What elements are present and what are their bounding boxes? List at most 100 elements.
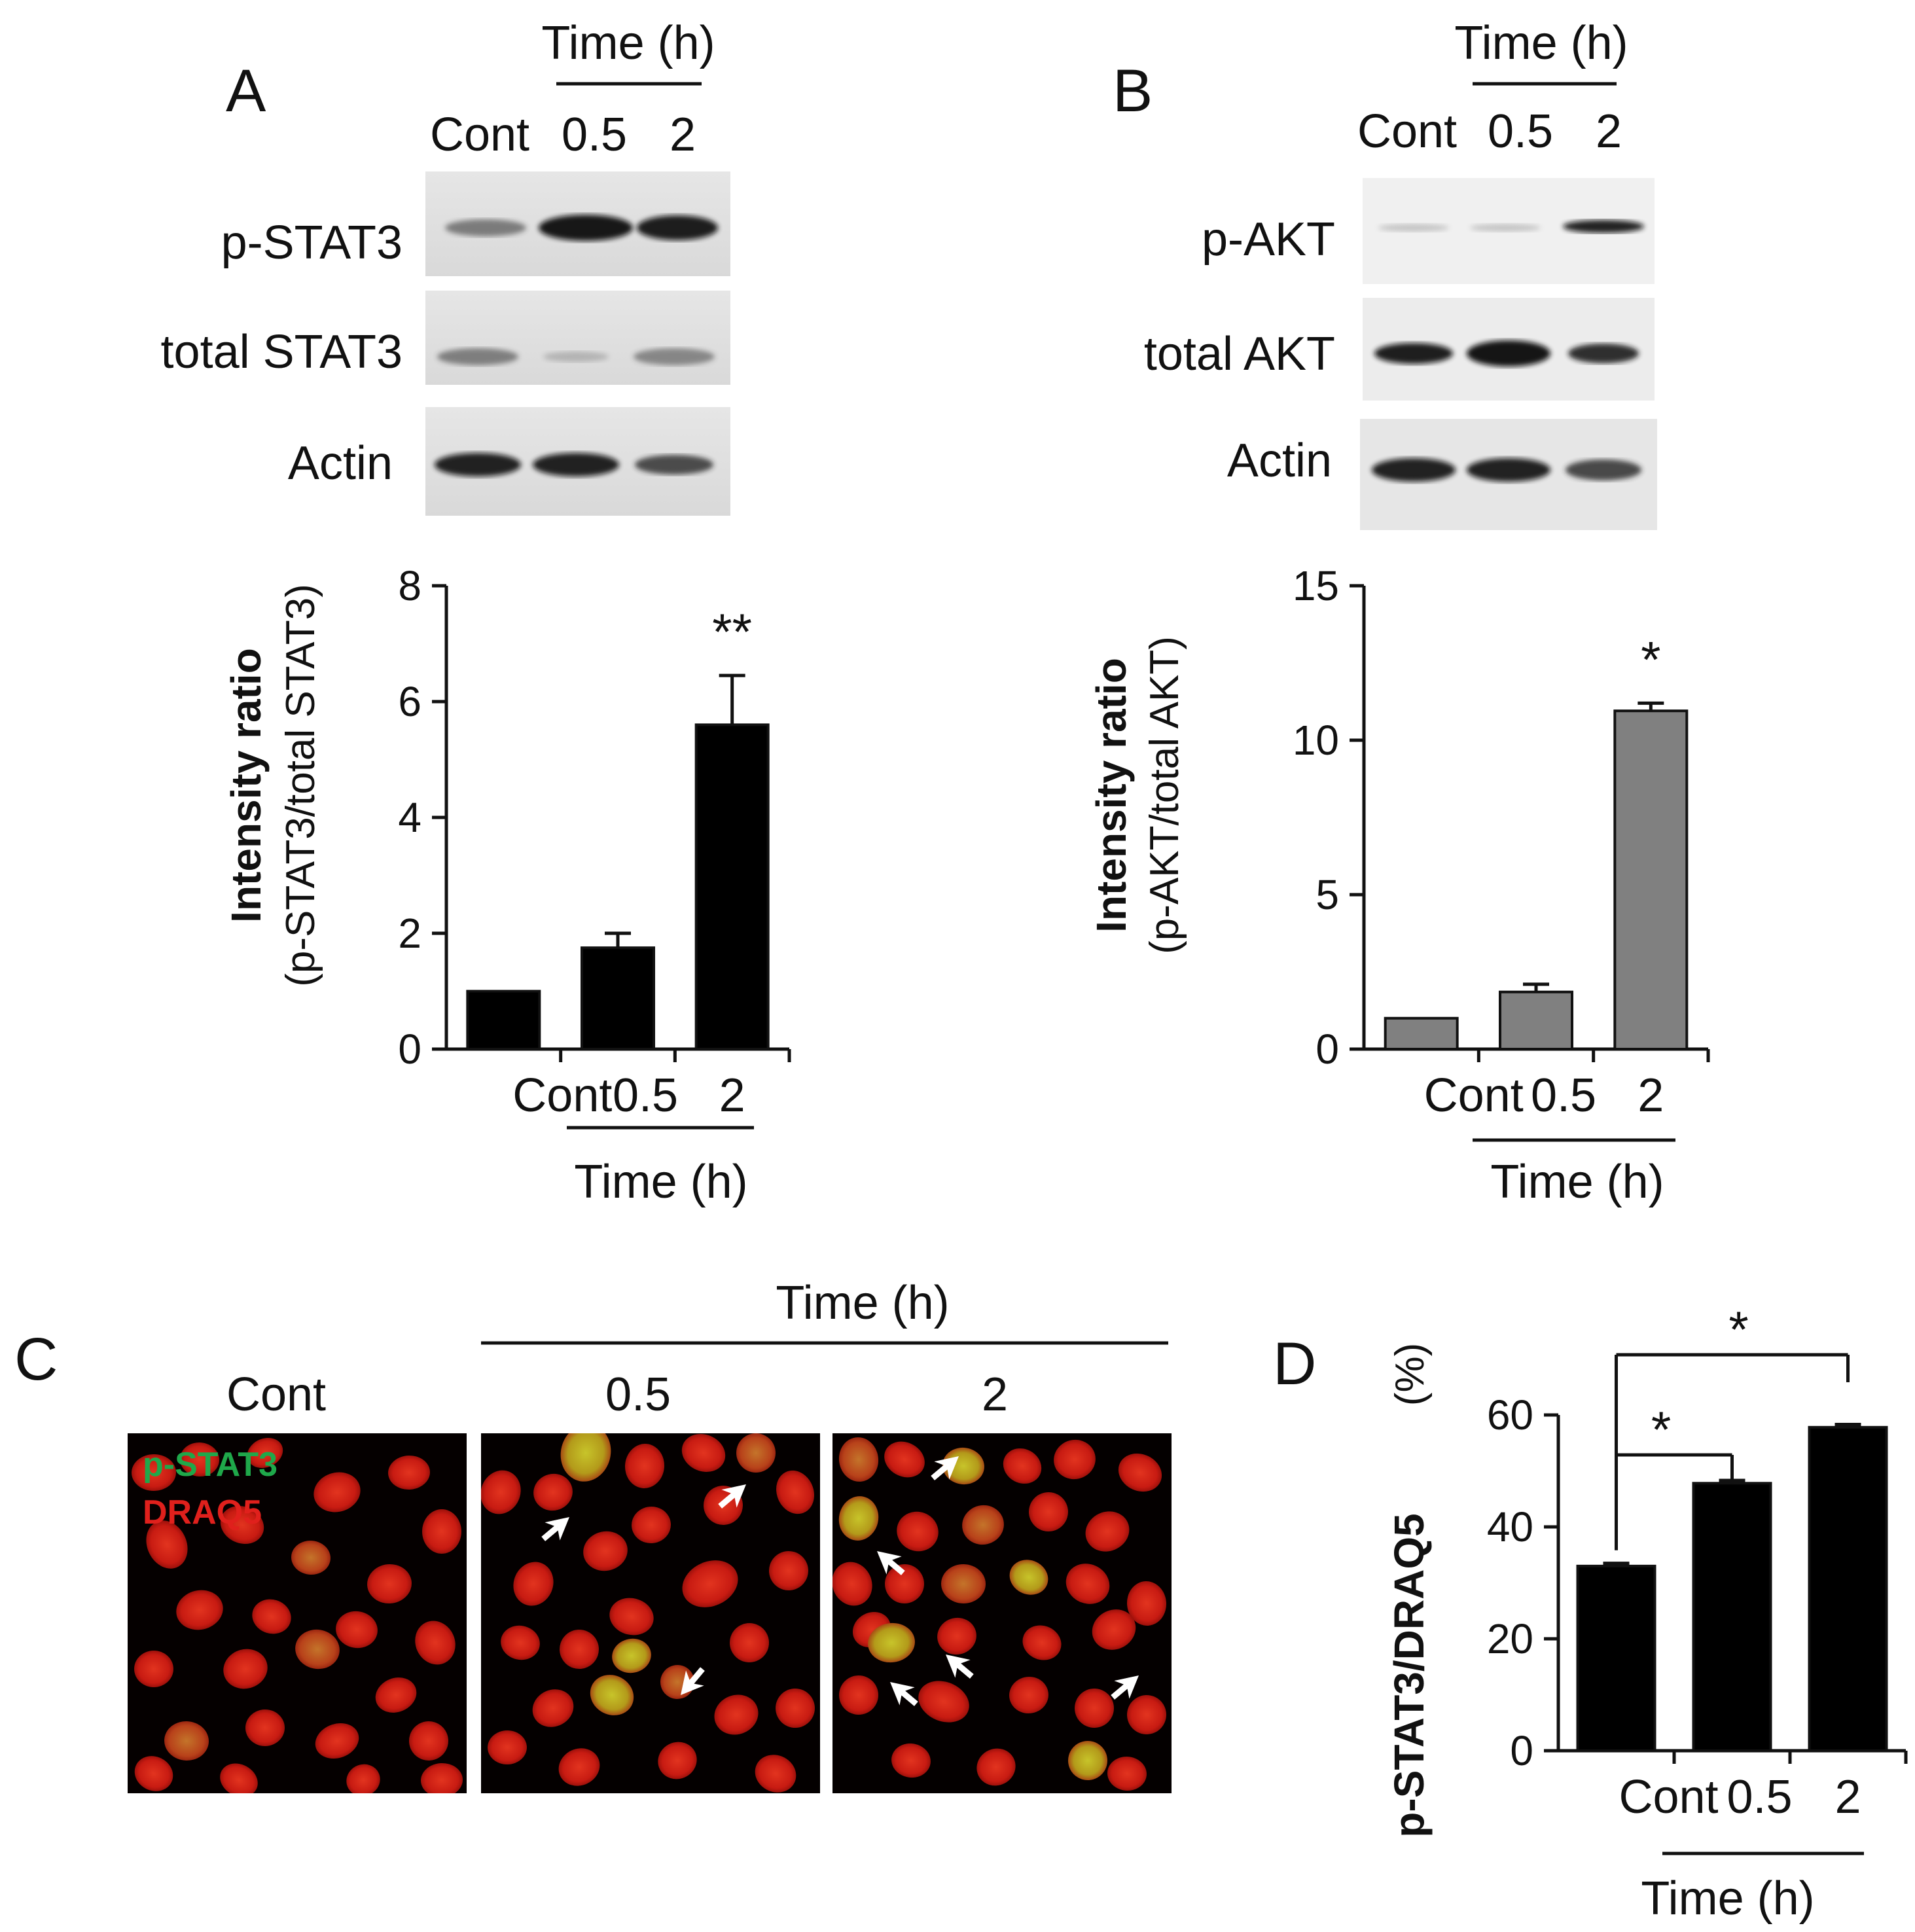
panel-b: B Time (h) Cont 0.5 2 p-AKT total AKT Ac… [1088, 17, 1710, 1208]
nucleus [295, 1629, 340, 1670]
chart-a-ytick-label: 2 [398, 910, 421, 957]
nucleus [1054, 1439, 1096, 1480]
nucleus [164, 1721, 209, 1761]
chart-d-category-label: Cont [1619, 1771, 1718, 1823]
nucleus [134, 1756, 173, 1791]
nucleus [632, 1506, 671, 1544]
chart-a: Intensity ratio (p-STAT3/total STAT3) 0 2… [223, 562, 791, 1208]
chart-a-xgroup-label: Time (h) [574, 1156, 747, 1208]
nucleus [560, 1433, 611, 1482]
arrow-head-shape [946, 1655, 971, 1678]
nucleus [1107, 1756, 1147, 1791]
nucleus [501, 1625, 540, 1660]
nucleus [146, 1520, 188, 1569]
chart-d-ytick-label: 40 [1487, 1503, 1533, 1550]
arrow-head-shape [681, 1670, 704, 1695]
chart-b-category-label: 2 [1638, 1069, 1664, 1122]
chart-b: Intensity ratio (p-AKT/total AKT) 0 5 10 15… [1088, 562, 1710, 1208]
panel-a-lane-0.5: 0.5 [562, 109, 627, 161]
arrow-head-shape [1114, 1675, 1139, 1699]
chart-b-ytick-label: 5 [1315, 871, 1339, 918]
nucleus [132, 1454, 176, 1492]
blot-label-actin-a: Actin [288, 437, 393, 490]
nucleus [714, 1694, 759, 1735]
chart-d-significance-label: * [1728, 1300, 1748, 1358]
arrow-tail [956, 1662, 974, 1679]
panel-c-time-header: Time (h) [776, 1277, 949, 1329]
chart-a-ylabel: (p-STAT3/total STAT3) [278, 584, 323, 987]
chart-a-ytick-label: 6 [398, 678, 421, 725]
nucleus [513, 1562, 554, 1606]
nucleus [367, 1564, 412, 1604]
nucleus [897, 1511, 939, 1552]
nucleus [313, 1472, 361, 1512]
nucleus [942, 1447, 984, 1485]
nucleus [176, 1590, 223, 1630]
nucleus [558, 1748, 600, 1786]
nucleus [612, 1638, 651, 1673]
arrow-head-shape [721, 1484, 746, 1508]
nucleus [832, 1562, 872, 1606]
blot-label-total-stat3: total STAT3 [161, 326, 403, 378]
nucleus [918, 1681, 969, 1723]
nucleus [336, 1611, 378, 1649]
nucleus [884, 1441, 925, 1478]
chart-d-significance-label: * [1651, 1401, 1671, 1458]
chart-b-category-label: 0.5 [1531, 1069, 1596, 1122]
chart-a-category-label: 2 [719, 1069, 745, 1122]
panel-c: C Time (h) Cont 0.5 2 p-STAT3 DRAQ5 [14, 1277, 1172, 1793]
chart-a-bar [581, 946, 655, 1050]
nucleus [1065, 1564, 1110, 1604]
arrow-tail [931, 1463, 949, 1480]
nucleus [838, 1496, 879, 1541]
chart-d-ytick-label: 0 [1510, 1727, 1533, 1774]
nucleus [220, 1506, 264, 1544]
chart-b-category-label: Cont [1424, 1069, 1524, 1122]
arrow-head-shape [545, 1517, 569, 1541]
nucleus [422, 1509, 461, 1554]
nucleus [1126, 1581, 1167, 1626]
arrow-head-shape [934, 1456, 959, 1480]
micrograph-2h [832, 1433, 1172, 1793]
nucleus [375, 1677, 417, 1713]
nucleus [134, 1651, 173, 1687]
chart-d-ytick-label: 60 [1487, 1391, 1533, 1439]
nucleus [885, 1564, 924, 1603]
nucleus [1003, 1448, 1042, 1484]
nucleus [624, 1444, 665, 1488]
blot-strip-actin-a [425, 407, 730, 516]
chart-d-bar [1692, 1482, 1772, 1753]
chart-d-plot: 0 20 40 60 Cont 0.5 2 * * [1487, 1300, 1908, 1855]
chart-b-bar [1613, 709, 1689, 1051]
nucleus [1029, 1492, 1068, 1531]
arrow-marker [877, 1551, 905, 1575]
panel-c-cond-2: 2 [982, 1368, 1008, 1421]
chart-a-ylabel-bold: Intensity ratio [223, 648, 270, 923]
nucleus [488, 1730, 527, 1765]
nucleus [560, 1630, 599, 1669]
nucleus [252, 1599, 291, 1634]
panel-d: D p-STAT3/DRAQ5 (%) 0 20 40 60 Cont 0.5 2 * * Ti… [1273, 1300, 1908, 1925]
nucleus [245, 1709, 285, 1747]
nucleus [223, 1649, 268, 1689]
blot-strip-actin-b [1360, 419, 1657, 530]
panel-a-lane-2: 2 [670, 109, 696, 161]
nucleus [609, 1598, 654, 1636]
panel-b-letter: B [1113, 58, 1153, 124]
blot-strip-total-akt [1363, 298, 1655, 401]
micrograph-0.5h [481, 1433, 820, 1793]
nucleus [532, 1689, 574, 1727]
panel-a: A Time (h) Cont 0.5 2 p-STAT3 total STAT… [161, 17, 791, 1208]
nucleus [481, 1470, 521, 1514]
nucleus [681, 1434, 726, 1472]
nucleus [976, 1748, 1016, 1786]
arrow-marker [541, 1517, 569, 1541]
panel-b-time-header: Time (h) [1454, 17, 1628, 69]
nucleus [583, 1531, 628, 1571]
nucleus [1118, 1453, 1162, 1492]
panel-c-cond-0.5: 0.5 [605, 1368, 671, 1421]
chart-b-ylabel-bold: Intensity ratio [1088, 658, 1135, 933]
chart-b-ytick-label: 10 [1293, 717, 1339, 764]
